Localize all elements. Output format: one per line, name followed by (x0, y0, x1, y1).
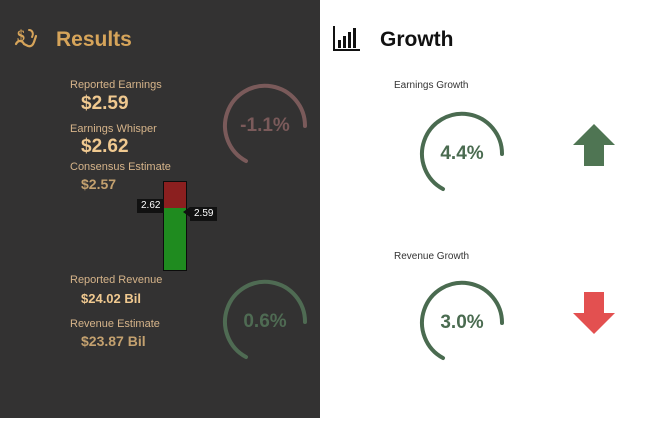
earnings-whisper-value: $2.62 (81, 136, 129, 157)
revenue-surprise-value: 0.6% (243, 311, 287, 332)
earnings-surprise-value: -1.1% (240, 115, 290, 136)
earnings-surprise-gauge: -1.1% (220, 82, 310, 172)
earnings-comparison-bar (163, 181, 187, 271)
arrow-down-icon (573, 292, 615, 334)
earnings-growth-label: Earnings Growth (394, 80, 469, 91)
growth-title: Growth (380, 28, 454, 51)
revenue-growth-gauge: 3.0% (417, 279, 507, 369)
consensus-estimate-label: Consensus Estimate (70, 161, 171, 173)
money-hand-icon: $ (12, 24, 40, 52)
whisper-tag: 2.62 (137, 199, 165, 213)
revenue-estimate-label: Revenue Estimate (70, 318, 160, 330)
reported-earnings-label: Reported Earnings (70, 79, 162, 91)
reported-earnings-value: $2.59 (81, 93, 129, 114)
reported-revenue-value: $24.02 Bil (81, 291, 141, 306)
arrow-up-icon (573, 124, 615, 166)
growth-panel: Growth Earnings Growth 4.4% Revenue Grow… (320, 0, 664, 418)
reported-revenue-label: Reported Revenue (70, 274, 163, 286)
consensus-estimate-value: $2.57 (81, 176, 117, 192)
earnings-growth-value: 4.4% (440, 143, 484, 164)
results-panel: $ Results Reported Earnings $2.59 Earnin… (0, 0, 320, 418)
results-title: Results (56, 28, 132, 51)
reported-tag-pointer (183, 207, 190, 217)
reported-tag: 2.59 (190, 207, 218, 221)
revenue-growth-value: 3.0% (440, 312, 484, 333)
revenue-growth-label: Revenue Growth (394, 251, 470, 262)
earnings-whisper-label: Earnings Whisper (70, 123, 157, 135)
revenue-surprise-gauge: 0.6% (220, 278, 310, 368)
earnings-growth-gauge: 4.4% (417, 110, 507, 200)
earnings-bar-red-segment (164, 182, 186, 208)
bar-chart-icon (332, 24, 362, 52)
revenue-estimate-value: $23.87 Bil (81, 333, 146, 349)
svg-text:$: $ (17, 28, 25, 45)
